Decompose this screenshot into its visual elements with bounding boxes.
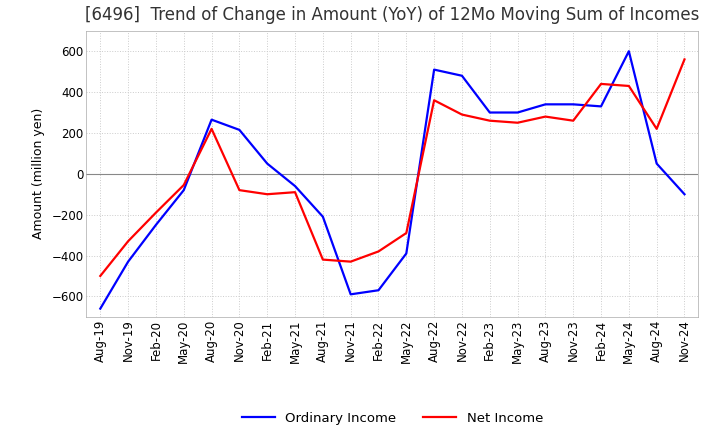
Net Income <box>597 81 606 87</box>
Net Income <box>179 183 188 188</box>
Line: Ordinary Income: Ordinary Income <box>100 51 685 308</box>
Net Income <box>152 210 161 215</box>
Net Income <box>485 118 494 123</box>
Ordinary Income <box>569 102 577 107</box>
Net Income <box>458 112 467 117</box>
Ordinary Income <box>680 191 689 197</box>
Ordinary Income <box>485 110 494 115</box>
Ordinary Income <box>263 161 271 166</box>
Net Income <box>207 126 216 132</box>
Title: [6496]  Trend of Change in Amount (YoY) of 12Mo Moving Sum of Incomes: [6496] Trend of Change in Amount (YoY) o… <box>85 6 700 24</box>
Ordinary Income <box>124 259 132 264</box>
Net Income <box>652 126 661 132</box>
Ordinary Income <box>152 222 161 227</box>
Ordinary Income <box>652 161 661 166</box>
Net Income <box>96 273 104 279</box>
Ordinary Income <box>624 48 633 54</box>
Net Income <box>318 257 327 262</box>
Net Income <box>402 231 410 236</box>
Net Income <box>541 114 550 119</box>
Net Income <box>680 57 689 62</box>
Ordinary Income <box>207 117 216 122</box>
Ordinary Income <box>374 288 383 293</box>
Ordinary Income <box>291 183 300 189</box>
Net Income <box>291 190 300 195</box>
Ordinary Income <box>96 306 104 311</box>
Net Income <box>430 98 438 103</box>
Ordinary Income <box>402 251 410 256</box>
Ordinary Income <box>235 127 243 132</box>
Net Income <box>124 238 132 244</box>
Line: Net Income: Net Income <box>100 59 685 276</box>
Net Income <box>624 83 633 88</box>
Ordinary Income <box>513 110 522 115</box>
Ordinary Income <box>541 102 550 107</box>
Ordinary Income <box>597 104 606 109</box>
Net Income <box>235 187 243 193</box>
Net Income <box>374 249 383 254</box>
Ordinary Income <box>458 73 467 78</box>
Ordinary Income <box>318 214 327 219</box>
Net Income <box>513 120 522 125</box>
Net Income <box>263 191 271 197</box>
Ordinary Income <box>179 187 188 193</box>
Legend: Ordinary Income, Net Income: Ordinary Income, Net Income <box>237 407 548 430</box>
Y-axis label: Amount (million yen): Amount (million yen) <box>32 108 45 239</box>
Ordinary Income <box>430 67 438 72</box>
Ordinary Income <box>346 292 355 297</box>
Net Income <box>346 259 355 264</box>
Net Income <box>569 118 577 123</box>
